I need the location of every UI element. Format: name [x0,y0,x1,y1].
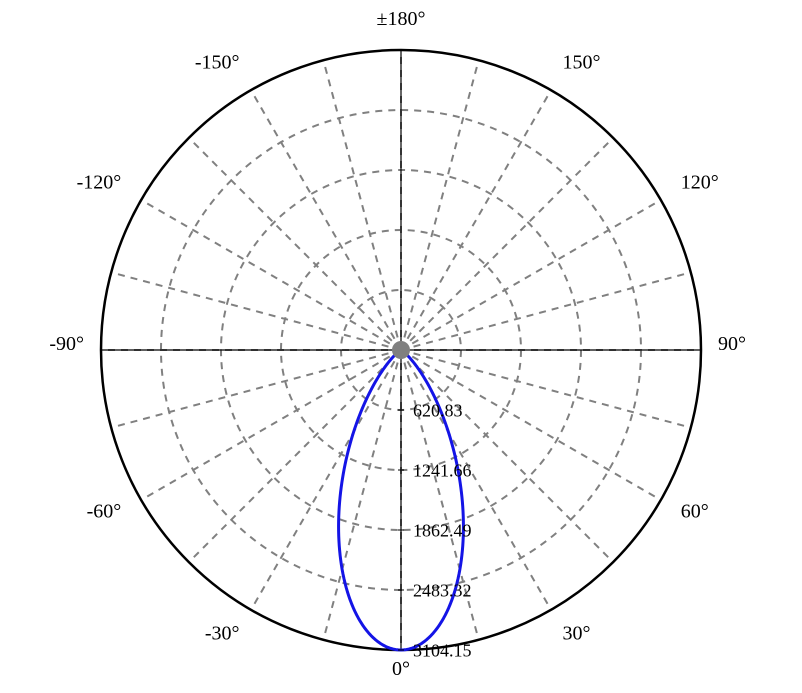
angle-label: 30° [563,623,591,645]
grid-spoke [401,272,691,350]
angle-label: 90° [718,333,746,355]
angle-label: 60° [681,501,709,523]
angle-label: ±180° [377,8,426,30]
grid-spoke [111,272,401,350]
radial-tick-label: 1241.66 [413,460,472,480]
grid-spoke [251,350,401,610]
grid-spoke [401,138,613,350]
grid-spoke [141,350,401,500]
radial-tick-label: 2483.32 [413,580,472,600]
grid-spoke [401,200,661,350]
polar-chart: 620.83 1241.66 1862.49 2483.32 3104.150° 30° 6… [0,0,802,693]
grid-spoke [189,138,401,350]
angle-label: -90° [49,333,84,355]
grid-spoke [189,350,401,562]
angle-label: 150° [563,51,601,73]
radial-tick-label: 3104.15 [413,640,472,660]
grid-spoke [401,60,479,350]
grid-spoke [251,90,401,350]
grid-spoke [323,350,401,640]
radial-tick-label: 620.83 [413,400,463,420]
grid-spoke [111,350,401,428]
grid-spoke [323,60,401,350]
angle-label: -150° [195,51,240,73]
grid-spoke [401,90,551,350]
angle-label: -120° [77,172,122,194]
grid-spoke [141,200,401,350]
angle-label: -30° [205,623,240,645]
radial-tick-label: 1862.49 [413,520,472,540]
angle-label: -60° [87,501,122,523]
angle-label: 120° [681,172,719,194]
center-dot [392,341,410,359]
angle-label: 0° [392,658,410,680]
